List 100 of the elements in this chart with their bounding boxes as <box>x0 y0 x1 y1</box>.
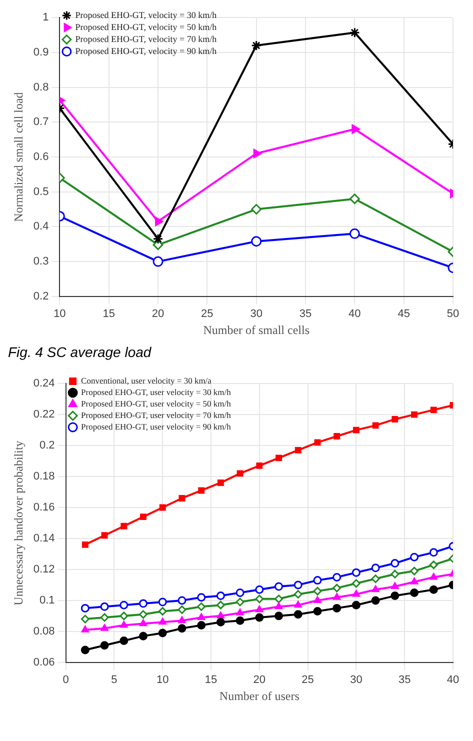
point <box>120 522 128 530</box>
point <box>82 541 88 548</box>
point <box>216 618 225 626</box>
point <box>390 559 400 568</box>
point <box>294 590 302 598</box>
x-axis-title: Number of users <box>219 688 300 703</box>
point <box>313 607 322 616</box>
point <box>274 602 283 610</box>
legend-label: Proposed EHO-GT, velocity = 30 km/h <box>75 10 218 20</box>
point <box>81 626 89 632</box>
point <box>198 487 205 494</box>
point <box>178 624 186 633</box>
point <box>120 636 128 645</box>
y-tick-label: 1 <box>42 12 49 24</box>
point <box>352 426 360 434</box>
point <box>120 600 128 610</box>
point <box>197 602 206 611</box>
point <box>197 593 206 602</box>
y-tick-label: 0.22 <box>33 408 55 421</box>
y-tick-label: 0.5 <box>33 186 49 198</box>
y-tick-label: 0.06 <box>33 656 55 668</box>
point <box>80 614 90 624</box>
point <box>371 564 380 572</box>
y-tick-label: 0.18 <box>33 470 55 483</box>
point <box>198 613 206 620</box>
point <box>256 462 263 469</box>
point <box>371 596 380 605</box>
point <box>294 446 302 454</box>
point <box>158 628 167 638</box>
y-tick-label: 0.3 <box>33 256 49 268</box>
y-tick-label: 0.6 <box>33 151 49 164</box>
point <box>251 204 262 215</box>
point <box>236 608 244 616</box>
point <box>217 480 224 486</box>
x-tick-label: 25 <box>201 308 214 320</box>
point <box>410 566 419 576</box>
point <box>276 454 282 462</box>
point <box>371 574 380 584</box>
point <box>80 646 90 654</box>
point <box>333 593 341 600</box>
point <box>139 599 148 608</box>
point <box>100 624 108 631</box>
point <box>152 256 164 267</box>
x-tick-label: 20 <box>253 674 266 686</box>
point <box>372 422 379 429</box>
x-tick-label: 0 <box>62 674 69 686</box>
y-tick-label: 0.24 <box>33 378 55 390</box>
point <box>352 579 360 588</box>
point <box>430 572 438 580</box>
point <box>236 470 244 477</box>
x-tick-label: 20 <box>152 308 164 320</box>
legend-label: Proposed EHO-GT, velocity = 70 km/h <box>75 34 218 44</box>
point <box>216 612 224 618</box>
point <box>155 216 164 226</box>
legend-label: Proposed EHO-GT, user velocity = 50 km/h <box>81 398 232 408</box>
x-tick-label: 40 <box>446 674 460 686</box>
x-tick-label: 15 <box>204 674 218 686</box>
point <box>100 602 109 611</box>
point <box>352 590 360 597</box>
point <box>352 568 360 577</box>
point <box>274 612 284 620</box>
x-tick-label: 45 <box>398 308 410 320</box>
point <box>158 598 167 606</box>
point <box>332 584 342 592</box>
x-axis-title: Number of small cells <box>203 322 310 337</box>
point <box>216 592 225 600</box>
y-tick-label: 0.4 <box>33 220 49 233</box>
y-axis-title: Unnecessary handover probability <box>11 440 26 606</box>
point <box>410 552 419 562</box>
point <box>253 148 262 158</box>
point <box>251 40 262 51</box>
y-tick-label: 0.7 <box>33 116 49 128</box>
x-tick-label: 30 <box>350 674 362 686</box>
point <box>332 572 342 582</box>
point <box>411 411 418 418</box>
point <box>236 588 244 597</box>
point <box>251 236 262 247</box>
legend-label: Proposed EHO-GT, velocity = 50 km/h <box>75 22 218 32</box>
point <box>274 582 284 591</box>
point <box>100 641 109 650</box>
x-tick-label: 10 <box>156 674 169 686</box>
point <box>158 618 166 625</box>
point <box>349 27 360 38</box>
point <box>159 504 166 511</box>
legend-label: Proposed EHO-GT, user velocity = 70 km/h <box>81 410 232 420</box>
point <box>349 194 360 204</box>
point <box>100 613 109 622</box>
y-tick-label: 0.2 <box>33 290 49 302</box>
point <box>430 406 437 414</box>
y-tick-label: 0.8 <box>33 81 49 94</box>
legend-label: Conventional, user velocity = 30 km/a <box>81 375 212 386</box>
point <box>139 632 148 640</box>
x-tick-label: 35 <box>398 674 411 686</box>
point <box>256 605 264 612</box>
x-tick-label: 10 <box>54 308 66 320</box>
point <box>334 433 340 440</box>
y-axis-title: Normalized small cell load <box>11 92 26 222</box>
point <box>178 616 186 624</box>
point <box>410 578 418 584</box>
point <box>294 580 302 590</box>
